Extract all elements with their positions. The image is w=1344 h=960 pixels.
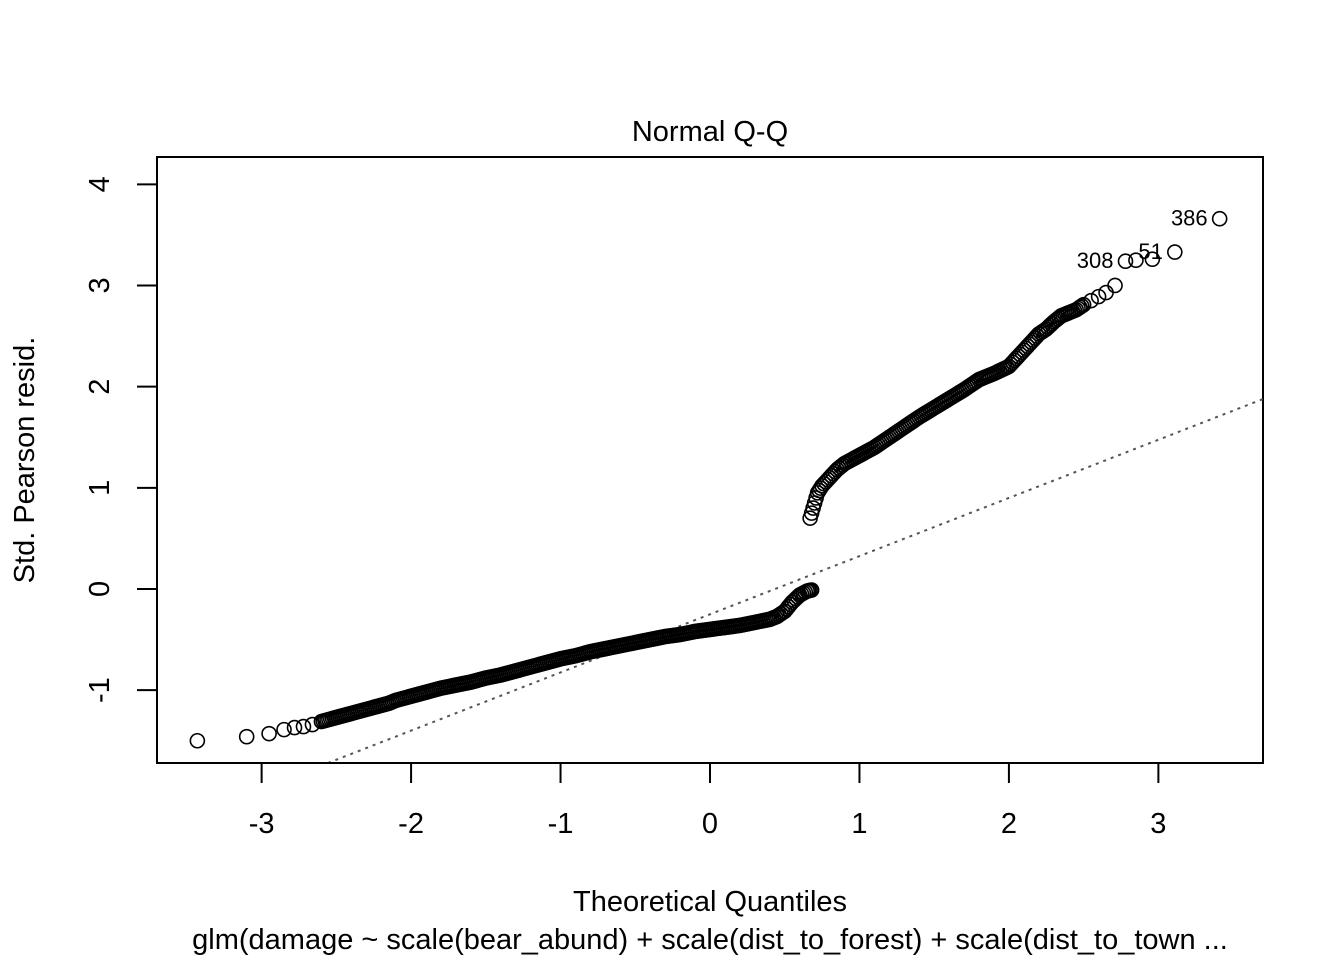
x-tick-label: 0 bbox=[702, 808, 718, 840]
point-label: 51 bbox=[1138, 239, 1162, 264]
upper-branch-point bbox=[1073, 298, 1090, 314]
lower-branch-point bbox=[276, 721, 292, 738]
lower-branch-point bbox=[189, 732, 206, 749]
y-tick-label: 2 bbox=[84, 379, 116, 395]
upper-branch-point bbox=[1128, 252, 1144, 268]
y-axis: -1 0 1 2 3 4 bbox=[84, 176, 158, 703]
y-tick-label: 4 bbox=[84, 176, 116, 192]
upper-branch-point bbox=[1090, 288, 1107, 305]
point-label: 308 bbox=[1077, 248, 1114, 273]
lower-branch-point bbox=[803, 582, 820, 598]
upper-branch-point bbox=[1144, 251, 1161, 267]
points-group bbox=[189, 210, 1228, 749]
lower-branch-point bbox=[295, 718, 312, 735]
x-tick-label: 2 bbox=[1001, 808, 1017, 840]
x-tick-label: -2 bbox=[398, 808, 424, 840]
point-label: 386 bbox=[1171, 206, 1208, 231]
y-tick-label: 1 bbox=[84, 480, 116, 496]
x-axis: -3 -2 -1 0 1 2 3 bbox=[249, 762, 1166, 840]
model-formula-subtitle: glm(damage ~ scale(bear_abund) + scale(d… bbox=[192, 924, 1228, 956]
lower-branch-point bbox=[261, 725, 277, 742]
qq-reference-line bbox=[327, 398, 1264, 764]
chart-title: Normal Q-Q bbox=[632, 116, 788, 148]
upper-branch-point bbox=[1075, 296, 1092, 313]
x-tick-label: 3 bbox=[1150, 808, 1166, 840]
upper-branch-point bbox=[1167, 244, 1183, 260]
upper-branch-point bbox=[1072, 299, 1088, 316]
y-tick-label: -1 bbox=[84, 677, 116, 703]
lower-branch-point bbox=[286, 719, 303, 736]
x-tick-label: -3 bbox=[249, 808, 275, 840]
upper-branch-point bbox=[1211, 210, 1228, 227]
x-axis-label: Theoretical Quantiles bbox=[573, 886, 847, 918]
y-axis-label: Std. Pearson resid. bbox=[9, 337, 41, 584]
x-tick-label: -1 bbox=[548, 808, 574, 840]
reference-line-group bbox=[327, 398, 1264, 764]
upper-branch-point bbox=[1117, 253, 1134, 270]
y-tick-label: 0 bbox=[84, 581, 116, 597]
upper-branch-point bbox=[1107, 277, 1123, 294]
y-tick-label: 3 bbox=[84, 277, 116, 293]
upper-branch-point bbox=[1083, 292, 1099, 309]
point-labels-group: 386 51 308 bbox=[1077, 206, 1208, 273]
lower-branch-point bbox=[238, 728, 255, 745]
x-tick-label: 1 bbox=[851, 808, 867, 840]
